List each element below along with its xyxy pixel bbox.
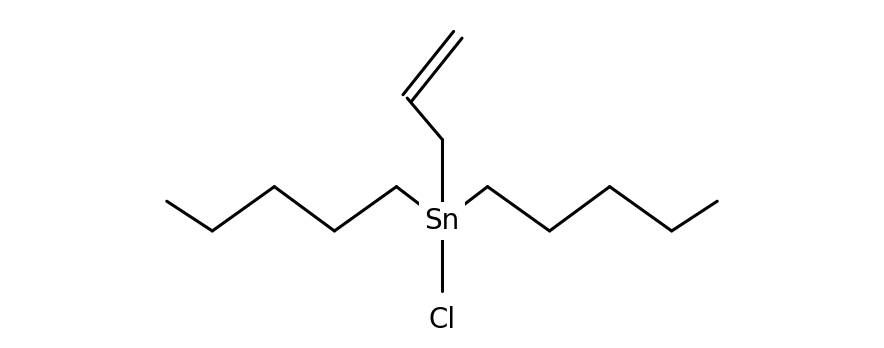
Text: Cl: Cl xyxy=(429,306,455,333)
Text: Sn: Sn xyxy=(424,207,460,236)
